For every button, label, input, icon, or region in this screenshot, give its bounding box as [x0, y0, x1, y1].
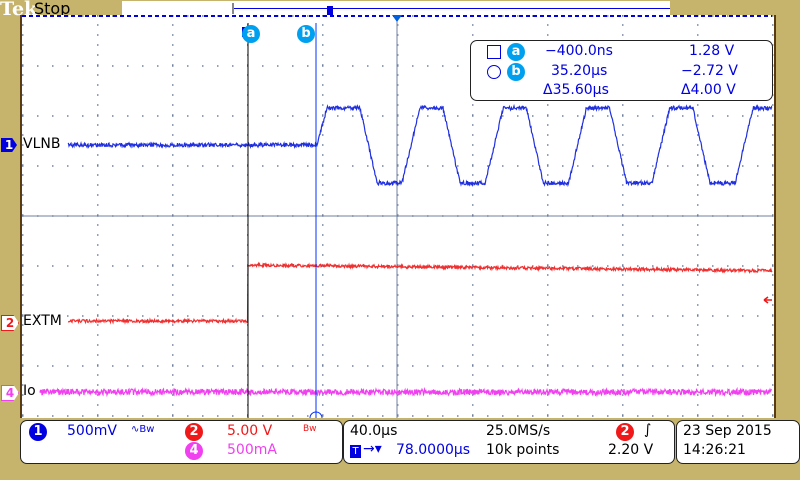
ch1-marker[interactable]: 1: [1, 138, 17, 152]
ch1-scale[interactable]: 500mV: [67, 423, 117, 439]
delta-value: Δ4.00 V: [681, 82, 736, 98]
ch4-scale[interactable]: 500mA: [227, 442, 277, 458]
sample-rate: 25.0MS/s: [486, 423, 551, 439]
square-icon: [487, 45, 501, 59]
ch4-marker[interactable]: 4: [1, 385, 19, 401]
ch1-label: VLNB: [23, 136, 61, 152]
ch2-scale[interactable]: 5.00 V: [227, 423, 273, 439]
cursor-b-badge: b: [507, 63, 525, 81]
cursor-b-handle[interactable]: b: [297, 22, 315, 43]
trigger-level[interactable]: 2.20 V: [608, 442, 654, 458]
cursor-b-time: 35.20µs: [551, 63, 608, 79]
date: 23 Sep 2015: [683, 423, 772, 439]
ch4-label: Io: [23, 383, 36, 399]
cursor-a-value: 1.28 V: [689, 43, 735, 59]
acquisition-status[interactable]: Stop: [34, 0, 71, 18]
circle-icon: [487, 65, 501, 79]
vertical-settings[interactable]: 1 500mV ∿Bw 2 5.00 V Bw 4 500mA: [20, 420, 343, 464]
arrow-right-icon: →▾: [363, 441, 382, 457]
ch2-waveform: [67, 261, 773, 325]
trigger-level-arrow-icon[interactable]: [763, 296, 772, 304]
cursor-a-time: −400.0ns: [545, 43, 613, 59]
cursor-b-circle-icon: [309, 411, 323, 418]
cursor-b-value: −2.72 V: [681, 63, 738, 79]
delta-time: Δ35.60µs: [543, 82, 609, 98]
ch1-bw-limit-icon: ∿Bw: [131, 424, 155, 435]
trigger-delay[interactable]: 78.0000µs: [396, 442, 471, 458]
record-view-bar[interactable]: [122, 1, 670, 15]
grid-dots: [22, 15, 774, 417]
ch2-bw-limit-icon: Bw: [303, 424, 317, 434]
time-per-div[interactable]: 40.0µs: [350, 423, 398, 439]
trigger-position-icon[interactable]: [392, 15, 402, 22]
cursor-a-badge: a: [507, 43, 525, 61]
ch2-badge: 2: [185, 423, 203, 441]
rising-edge-icon: ∫: [644, 422, 652, 438]
time: 14:26:21: [683, 442, 746, 458]
trigger-T-icon: T: [350, 445, 361, 458]
trigger-source-badge: 2: [616, 423, 634, 441]
cursor-a-handle[interactable]: a: [242, 22, 260, 43]
ch1-waveform: [67, 103, 773, 188]
ch2-marker[interactable]: 2: [1, 315, 19, 331]
trigger-position-icon: [327, 6, 333, 15]
datetime: 23 Sep 2015 14:26:21: [676, 420, 800, 464]
cursor-readout: a −400.0ns 1.28 V b 35.20µs −2.72 V Δ35.…: [470, 40, 773, 101]
horizontal-trigger-settings[interactable]: 40.0µs 25.0MS/s 2 ∫ T →▾ 78.0000µs 10k p…: [343, 420, 675, 464]
ch4-badge: 4: [185, 442, 203, 460]
record-length: 10k points: [486, 442, 560, 458]
ch4-waveform: [39, 386, 772, 398]
ch2-label: EXTM: [23, 313, 62, 329]
ch1-badge: 1: [29, 423, 47, 441]
